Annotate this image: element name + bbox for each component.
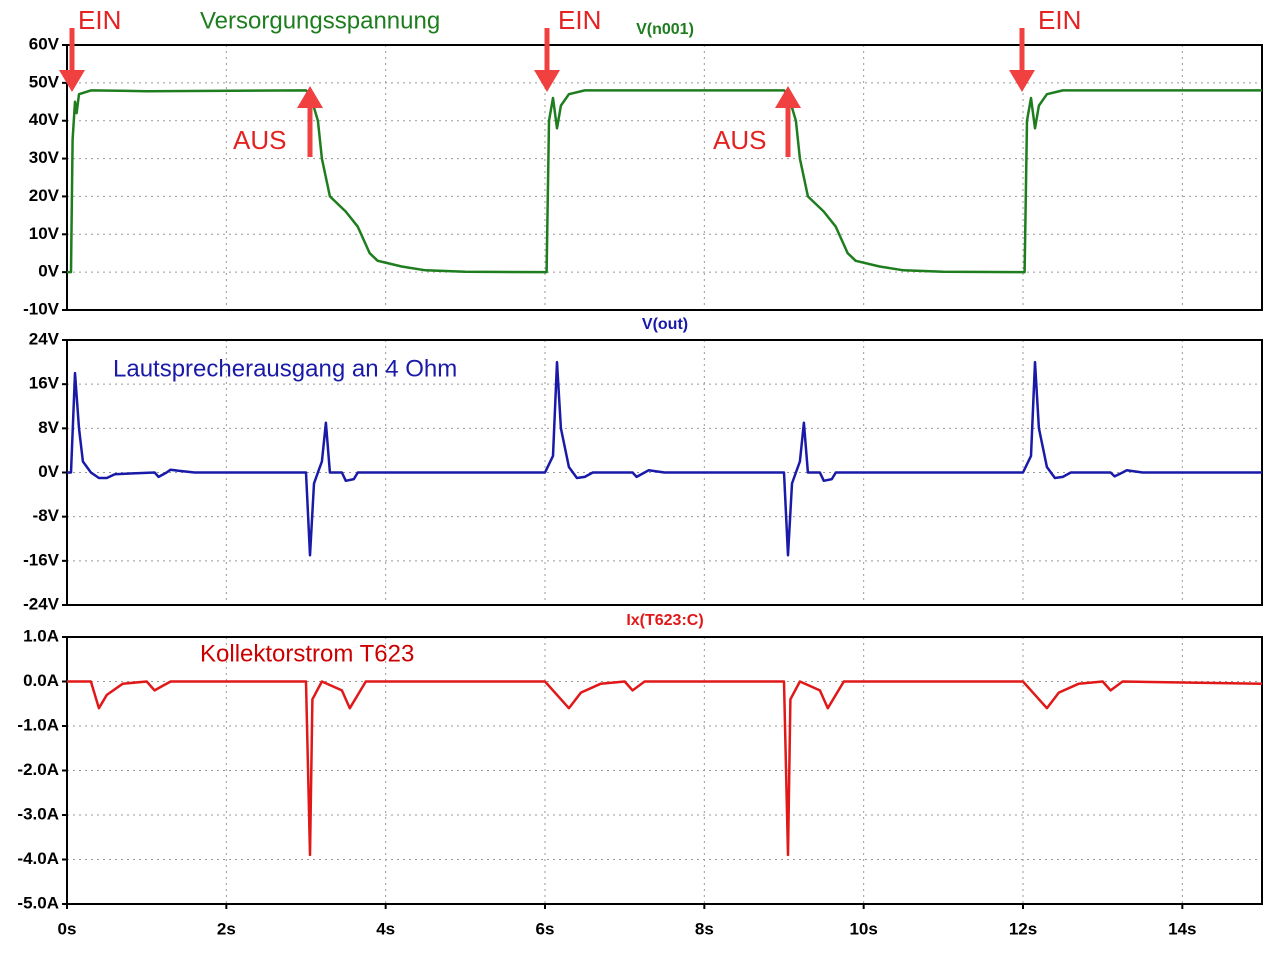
plot-frame <box>66 636 1263 905</box>
x-tick-label: 6s <box>536 919 555 938</box>
y-tick-label: -8V <box>33 506 60 525</box>
y-tick-label: 0V <box>38 262 59 281</box>
y-tick-label: 60V <box>29 34 60 53</box>
series-name: V(out) <box>642 316 688 333</box>
y-tick-label: -4.0A <box>17 849 59 868</box>
x-tick-label: 4s <box>376 919 395 938</box>
y-tick-label: -3.0A <box>17 804 59 823</box>
y-tick-label: 10V <box>29 224 60 243</box>
y-tick-label: 8V <box>38 418 59 437</box>
x-tick-label: 2s <box>217 919 236 938</box>
series-name: V(n001) <box>636 21 694 38</box>
x-tick-label: 10s <box>849 919 877 938</box>
x-tick-label: 0s <box>58 919 77 938</box>
y-tick-label: -1.0A <box>17 715 59 734</box>
annotation: EIN <box>78 5 121 35</box>
annotation: Kollektorstrom T623 <box>200 640 414 667</box>
series-line <box>67 360 1262 557</box>
annotation: AUS <box>233 125 286 155</box>
y-tick-label: -5.0A <box>17 893 59 912</box>
y-tick-label: 40V <box>29 110 60 129</box>
y-tick-label: -24V <box>23 594 60 613</box>
annotation: Versorgungsspannung <box>200 7 440 34</box>
arrow-head <box>534 70 560 92</box>
x-tick-label: 8s <box>695 919 714 938</box>
arrow-head <box>297 86 323 108</box>
series-line <box>67 680 1263 857</box>
x-tick-label: 14s <box>1168 919 1196 938</box>
annotation: EIN <box>558 5 601 35</box>
annotation: Lautsprecherausgang an 4 Ohm <box>113 355 457 382</box>
y-tick-label: 16V <box>29 374 60 393</box>
y-tick-label: -10V <box>23 299 60 318</box>
y-tick-label: 0.0A <box>23 671 59 690</box>
y-tick-label: 24V <box>29 329 60 348</box>
y-tick-label: -16V <box>23 550 60 569</box>
arrow-head <box>59 70 85 92</box>
annotation: EIN <box>1038 5 1081 35</box>
annotation: AUS <box>713 125 766 155</box>
arrow-head <box>1009 70 1035 92</box>
y-tick-label: 0V <box>38 462 59 481</box>
arrow-head <box>775 86 801 108</box>
plot-frame <box>66 44 1263 311</box>
y-tick-label: -2.0A <box>17 760 59 779</box>
y-tick-label: 50V <box>29 72 60 91</box>
y-tick-label: 20V <box>29 186 60 205</box>
x-tick-label: 12s <box>1009 919 1037 938</box>
series-line <box>67 89 1262 274</box>
series-name: Ix(T623:C) <box>626 612 703 629</box>
y-tick-label: 1.0A <box>23 626 59 645</box>
y-tick-label: 30V <box>29 148 60 167</box>
